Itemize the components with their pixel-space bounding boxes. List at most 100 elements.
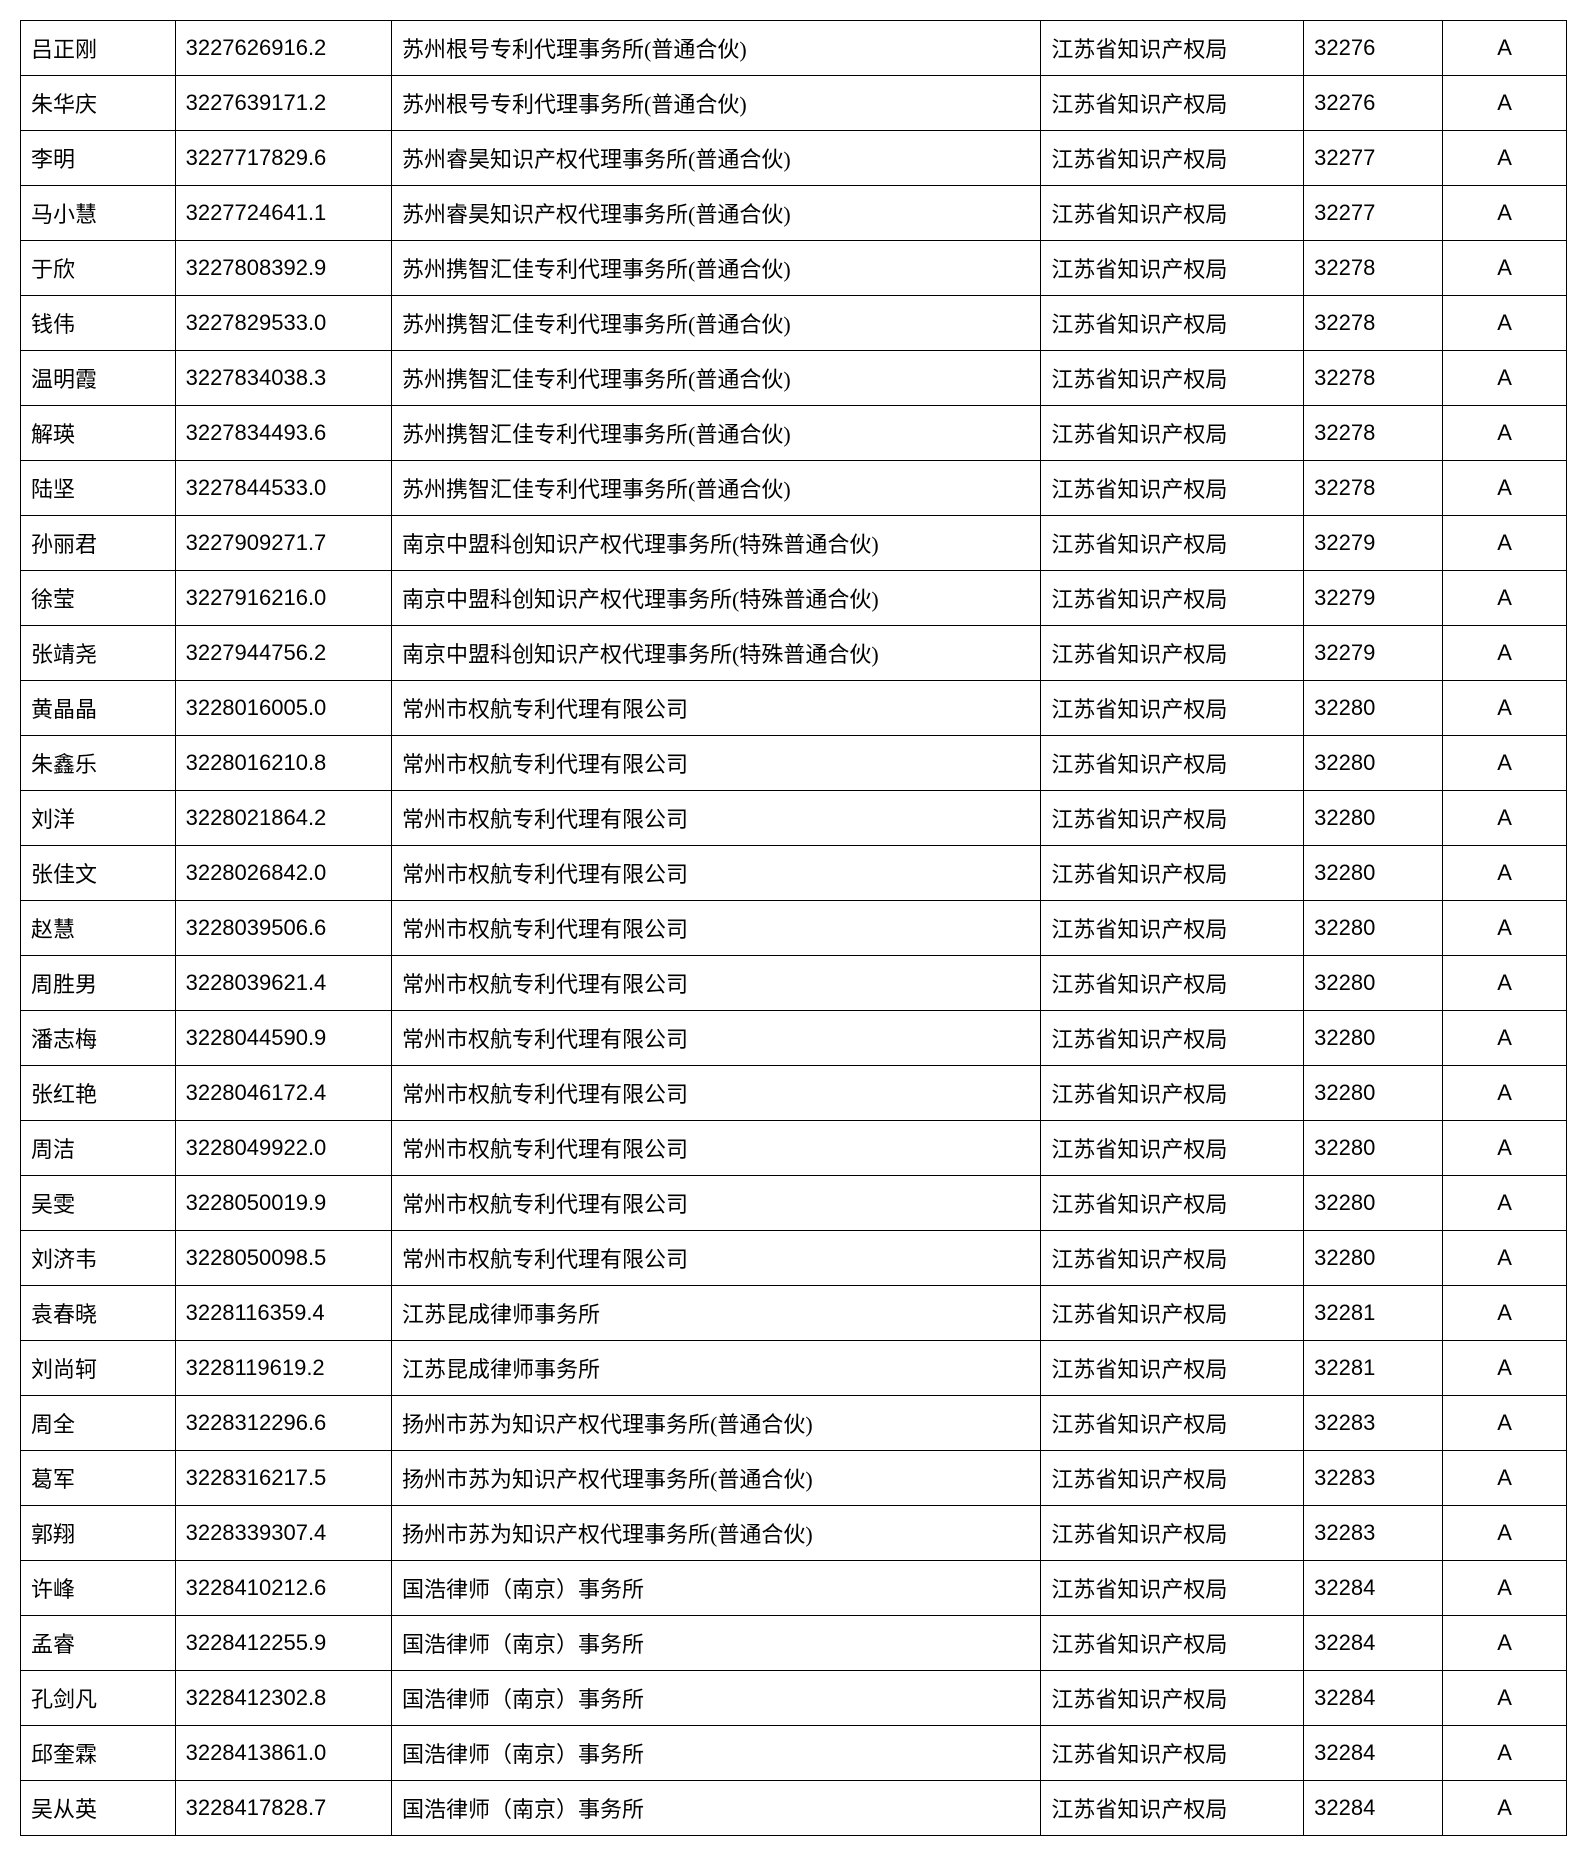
cell-agency: 南京中盟科创知识产权代理事务所(特殊普通合伙) (392, 626, 1041, 681)
cell-name: 解瑛 (21, 406, 176, 461)
cell-name: 周全 (21, 1396, 176, 1451)
cell-grade: A (1443, 1396, 1567, 1451)
cell-name: 周胜男 (21, 956, 176, 1011)
cell-name: 于欣 (21, 241, 176, 296)
cell-code: 32283 (1304, 1451, 1443, 1506)
cell-code: 32279 (1304, 626, 1443, 681)
cell-name: 刘尚轲 (21, 1341, 176, 1396)
cell-name: 吕正刚 (21, 21, 176, 76)
cell-name: 郭翔 (21, 1506, 176, 1561)
cell-code: 32284 (1304, 1781, 1443, 1836)
cell-name: 吴从英 (21, 1781, 176, 1836)
cell-number: 3227944756.2 (175, 626, 391, 681)
cell-grade: A (1443, 736, 1567, 791)
cell-number: 3227844533.0 (175, 461, 391, 516)
cell-bureau: 江苏省知识产权局 (1041, 956, 1304, 1011)
cell-grade: A (1443, 1561, 1567, 1616)
cell-code: 32278 (1304, 241, 1443, 296)
cell-code: 32278 (1304, 461, 1443, 516)
cell-agency: 国浩律师（南京）事务所 (392, 1561, 1041, 1616)
cell-code: 32280 (1304, 791, 1443, 846)
table-row: 马小慧3227724641.1苏州睿昊知识产权代理事务所(普通合伙)江苏省知识产… (21, 186, 1567, 241)
cell-name: 徐莹 (21, 571, 176, 626)
cell-code: 32276 (1304, 21, 1443, 76)
cell-number: 3228417828.7 (175, 1781, 391, 1836)
cell-grade: A (1443, 1341, 1567, 1396)
cell-number: 3228039506.6 (175, 901, 391, 956)
cell-code: 32279 (1304, 571, 1443, 626)
cell-grade: A (1443, 1231, 1567, 1286)
cell-agency: 苏州睿昊知识产权代理事务所(普通合伙) (392, 186, 1041, 241)
cell-number: 3228116359.4 (175, 1286, 391, 1341)
cell-name: 邱奎霖 (21, 1726, 176, 1781)
cell-number: 3227626916.2 (175, 21, 391, 76)
cell-grade: A (1443, 461, 1567, 516)
cell-bureau: 江苏省知识产权局 (1041, 131, 1304, 186)
cell-bureau: 江苏省知识产权局 (1041, 1231, 1304, 1286)
cell-agency: 常州市权航专利代理有限公司 (392, 791, 1041, 846)
cell-agency: 苏州携智汇佳专利代理事务所(普通合伙) (392, 351, 1041, 406)
cell-number: 3227639171.2 (175, 76, 391, 131)
cell-code: 32280 (1304, 846, 1443, 901)
cell-bureau: 江苏省知识产权局 (1041, 1451, 1304, 1506)
cell-name: 温明霞 (21, 351, 176, 406)
table-row: 潘志梅3228044590.9常州市权航专利代理有限公司江苏省知识产权局3228… (21, 1011, 1567, 1066)
cell-agency: 国浩律师（南京）事务所 (392, 1671, 1041, 1726)
cell-bureau: 江苏省知识产权局 (1041, 626, 1304, 681)
cell-bureau: 江苏省知识产权局 (1041, 186, 1304, 241)
cell-name: 孟睿 (21, 1616, 176, 1671)
table-row: 温明霞3227834038.3苏州携智汇佳专利代理事务所(普通合伙)江苏省知识产… (21, 351, 1567, 406)
cell-grade: A (1443, 186, 1567, 241)
cell-grade: A (1443, 351, 1567, 406)
cell-name: 刘济韦 (21, 1231, 176, 1286)
cell-bureau: 江苏省知识产权局 (1041, 461, 1304, 516)
table-row: 吴从英3228417828.7国浩律师（南京）事务所江苏省知识产权局32284A (21, 1781, 1567, 1836)
cell-name: 张红艳 (21, 1066, 176, 1121)
cell-number: 3228039621.4 (175, 956, 391, 1011)
cell-agency: 江苏昆成律师事务所 (392, 1286, 1041, 1341)
cell-number: 3228026842.0 (175, 846, 391, 901)
cell-agency: 常州市权航专利代理有限公司 (392, 1231, 1041, 1286)
cell-number: 3228412255.9 (175, 1616, 391, 1671)
cell-agency: 苏州根号专利代理事务所(普通合伙) (392, 21, 1041, 76)
cell-bureau: 江苏省知识产权局 (1041, 571, 1304, 626)
cell-agency: 南京中盟科创知识产权代理事务所(特殊普通合伙) (392, 571, 1041, 626)
cell-bureau: 江苏省知识产权局 (1041, 1341, 1304, 1396)
cell-code: 32280 (1304, 736, 1443, 791)
cell-grade: A (1443, 571, 1567, 626)
cell-bureau: 江苏省知识产权局 (1041, 1176, 1304, 1231)
table-row: 邱奎霖3228413861.0国浩律师（南京）事务所江苏省知识产权局32284A (21, 1726, 1567, 1781)
cell-code: 32281 (1304, 1286, 1443, 1341)
cell-number: 3228016005.0 (175, 681, 391, 736)
cell-agency: 常州市权航专利代理有限公司 (392, 1066, 1041, 1121)
cell-code: 32280 (1304, 1176, 1443, 1231)
table-row: 张佳文3228026842.0常州市权航专利代理有限公司江苏省知识产权局3228… (21, 846, 1567, 901)
cell-bureau: 江苏省知识产权局 (1041, 1671, 1304, 1726)
cell-number: 3228050019.9 (175, 1176, 391, 1231)
cell-agency: 常州市权航专利代理有限公司 (392, 1121, 1041, 1176)
cell-code: 32284 (1304, 1561, 1443, 1616)
cell-grade: A (1443, 1506, 1567, 1561)
cell-bureau: 江苏省知识产权局 (1041, 21, 1304, 76)
cell-bureau: 江苏省知识产权局 (1041, 1121, 1304, 1176)
cell-agency: 江苏昆成律师事务所 (392, 1341, 1041, 1396)
cell-name: 黄晶晶 (21, 681, 176, 736)
cell-code: 32280 (1304, 1231, 1443, 1286)
cell-code: 32280 (1304, 681, 1443, 736)
cell-agency: 常州市权航专利代理有限公司 (392, 901, 1041, 956)
cell-bureau: 江苏省知识产权局 (1041, 901, 1304, 956)
cell-number: 3227834038.3 (175, 351, 391, 406)
cell-bureau: 江苏省知识产权局 (1041, 241, 1304, 296)
cell-name: 潘志梅 (21, 1011, 176, 1066)
cell-bureau: 江苏省知识产权局 (1041, 406, 1304, 461)
cell-grade: A (1443, 1726, 1567, 1781)
cell-code: 32283 (1304, 1506, 1443, 1561)
cell-number: 3227834493.6 (175, 406, 391, 461)
table-row: 袁春晓3228116359.4江苏昆成律师事务所江苏省知识产权局32281A (21, 1286, 1567, 1341)
cell-bureau: 江苏省知识产权局 (1041, 1286, 1304, 1341)
cell-agency: 常州市权航专利代理有限公司 (392, 1176, 1041, 1231)
cell-code: 32278 (1304, 406, 1443, 461)
cell-name: 周洁 (21, 1121, 176, 1176)
cell-number: 3228119619.2 (175, 1341, 391, 1396)
table-row: 张靖尧3227944756.2南京中盟科创知识产权代理事务所(特殊普通合伙)江苏… (21, 626, 1567, 681)
